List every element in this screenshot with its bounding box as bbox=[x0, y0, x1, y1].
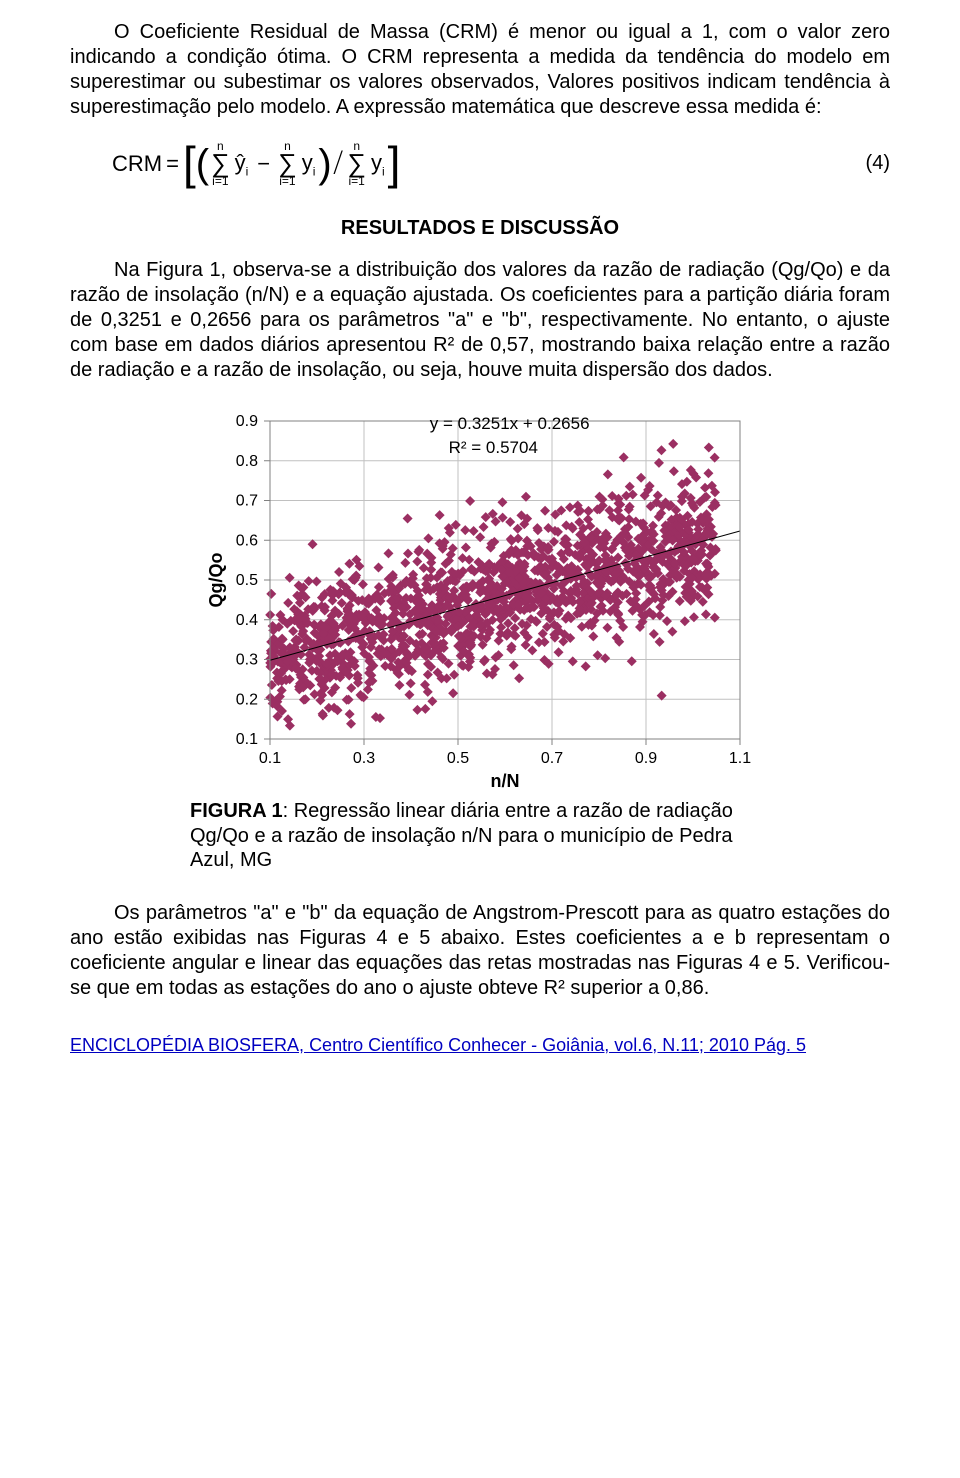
svg-text:0.4: 0.4 bbox=[236, 612, 258, 629]
figure-caption-label: FIGURA 1 bbox=[190, 800, 283, 822]
svg-text:0.3: 0.3 bbox=[353, 750, 375, 767]
svg-text:y = 0.3251x + 0.2656: y = 0.3251x + 0.2656 bbox=[430, 414, 590, 433]
svg-text:0.7: 0.7 bbox=[541, 750, 563, 767]
y-hat: ŷ bbox=[235, 150, 246, 175]
page-footer: ENCICLOPÉDIA BIOSFERA, Centro Científico… bbox=[70, 1035, 890, 1056]
paragraph-1: O Coeficiente Residual de Massa (CRM) é … bbox=[70, 20, 890, 120]
equation-crm: CRM = [ ( n ∑ i=1 ŷi − n ∑ i=1 yi ) ⁄ n … bbox=[70, 140, 890, 187]
svg-text:0.5: 0.5 bbox=[447, 750, 469, 767]
y-var: y bbox=[302, 150, 313, 175]
svg-text:0.2: 0.2 bbox=[236, 692, 258, 709]
svg-text:0.6: 0.6 bbox=[236, 533, 258, 550]
svg-text:0.3: 0.3 bbox=[236, 652, 258, 669]
eq-crm-symbol: CRM bbox=[112, 151, 162, 177]
scatter-chart: 0.1 0.3 0.5 0.7 0.9 1.1 0.1 0.2 0.3 0.4 0.5 0.6 0.7 0… bbox=[200, 409, 760, 789]
sum-lower: i=1 bbox=[212, 175, 228, 187]
svg-text:0.1: 0.1 bbox=[236, 731, 258, 748]
svg-text:0.8: 0.8 bbox=[236, 453, 258, 470]
svg-text:1.1: 1.1 bbox=[729, 750, 751, 767]
svg-text:0.5: 0.5 bbox=[236, 572, 258, 589]
svg-text:0.1: 0.1 bbox=[259, 750, 281, 767]
sub-i: i bbox=[246, 164, 249, 178]
equation-number: (4) bbox=[830, 152, 890, 175]
svg-text:0.7: 0.7 bbox=[236, 493, 258, 510]
paragraph-2: Na Figura 1, observa-se a distribuição d… bbox=[70, 258, 890, 383]
svg-text:n/N: n/N bbox=[491, 771, 520, 789]
figure-caption: FIGURA 1: Regressão linear diária entre … bbox=[190, 799, 770, 872]
svg-text:0.9: 0.9 bbox=[635, 750, 657, 767]
svg-text:Qg/Qo: Qg/Qo bbox=[206, 553, 226, 608]
svg-text:0.9: 0.9 bbox=[236, 413, 258, 430]
svg-text:R² = 0.5704: R² = 0.5704 bbox=[449, 438, 538, 457]
paragraph-3: Os parâmetros "a" e "b" da equação de An… bbox=[70, 901, 890, 1001]
section-heading-results: RESULTADOS E DISCUSSÃO bbox=[70, 217, 890, 240]
